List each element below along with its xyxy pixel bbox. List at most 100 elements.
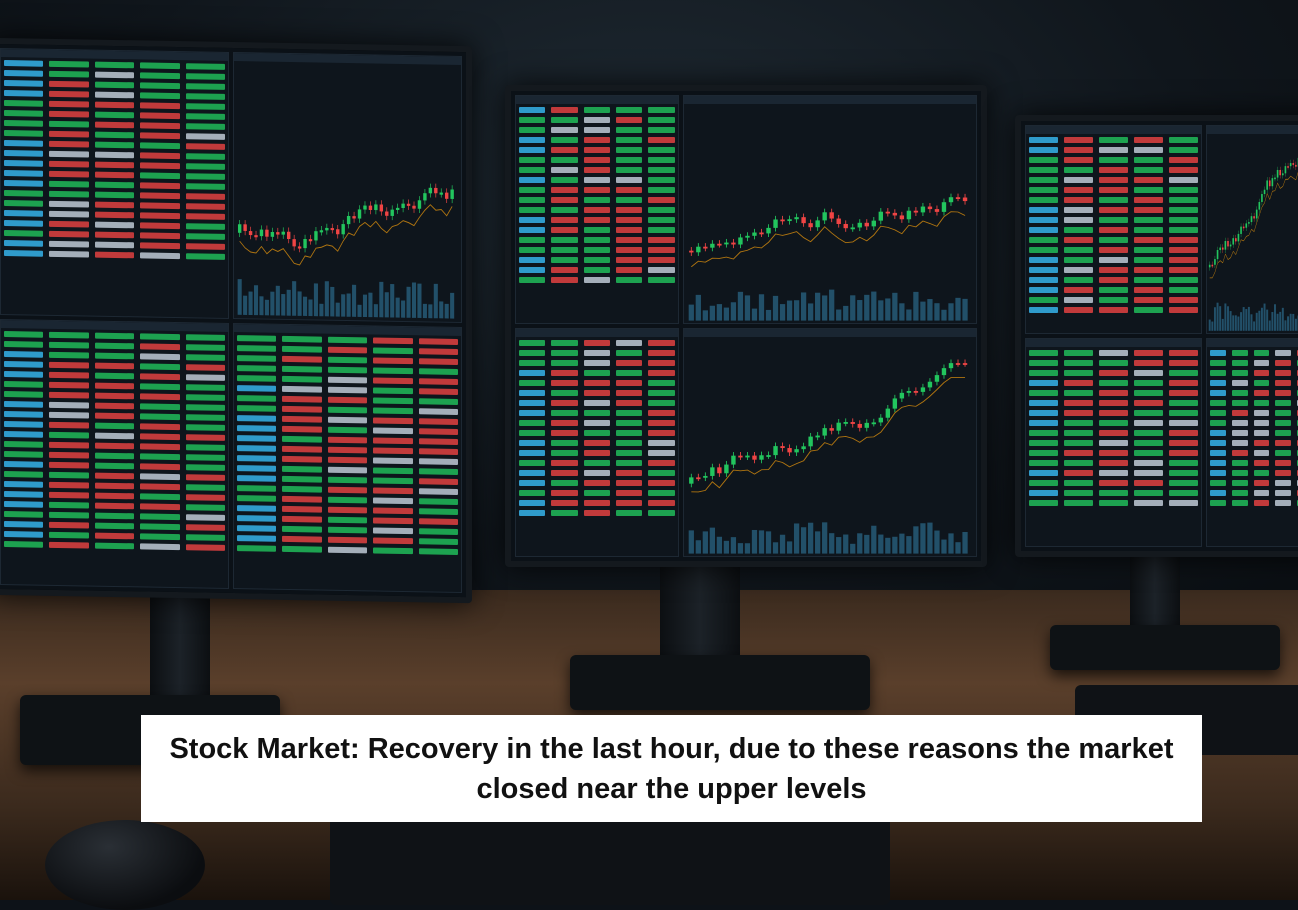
screen-cell [140, 202, 179, 209]
screen-cell [140, 393, 179, 400]
screen-cell [648, 247, 674, 253]
screen-cell [519, 247, 545, 253]
screen-cell [616, 107, 642, 113]
screen-cell [584, 460, 610, 466]
screen-cell [186, 454, 225, 461]
candle-body [857, 424, 861, 428]
screen-cell [4, 341, 43, 348]
candle-body [906, 391, 910, 393]
screen-cell [519, 107, 545, 113]
screen-cell [1210, 450, 1226, 456]
screen-cell [616, 340, 642, 346]
screen-row [1029, 287, 1198, 293]
volume-bar [801, 527, 806, 553]
candle-body [920, 207, 924, 213]
screen-cell [4, 100, 43, 107]
screen-cell [648, 197, 674, 203]
screen-cell [186, 153, 225, 160]
screen-cell [1169, 227, 1198, 233]
candle-body [238, 224, 241, 233]
volume-bar [439, 301, 443, 318]
candle-body [738, 237, 742, 244]
screen-cell [584, 187, 610, 193]
volume-bar [737, 292, 742, 321]
screen-cell [551, 177, 577, 183]
candle-body [1230, 245, 1232, 247]
screen-row [1029, 440, 1198, 446]
screen-cell [186, 193, 225, 200]
candle-body [1280, 170, 1282, 175]
volume-bar [843, 306, 848, 321]
screen-cell [1099, 257, 1128, 263]
screen-cell [1134, 227, 1163, 233]
screen-row [4, 150, 225, 160]
screen-cell [373, 517, 412, 524]
screen-cell [140, 212, 179, 219]
screen-cell [1099, 217, 1128, 223]
screen-cell [95, 122, 134, 129]
volume-bar [709, 528, 714, 554]
screen-cell [584, 400, 610, 406]
screen-cell [95, 432, 134, 439]
screen-cell [140, 463, 179, 470]
screen-cell [282, 485, 321, 492]
volume-bar [892, 537, 897, 554]
screen-cell [1064, 217, 1093, 223]
screen-cell [519, 340, 545, 346]
candle-body [1251, 216, 1253, 222]
volume-bar [336, 303, 340, 317]
screen-cell [1169, 147, 1198, 153]
screen-cell [1210, 370, 1226, 376]
volume-bar [270, 292, 274, 316]
screen-row [1029, 247, 1198, 253]
screen-cell [4, 80, 43, 87]
screen-cell [1099, 277, 1128, 283]
candle-body [696, 247, 700, 253]
screen-cell [551, 340, 577, 346]
volume-bar [1219, 306, 1221, 331]
caption-box: Stock Market: Recovery in the last hour,… [141, 715, 1202, 822]
screen-row [4, 60, 225, 70]
screen-cell [1099, 490, 1128, 496]
screen-cell [328, 396, 367, 403]
screen-cell [140, 523, 179, 530]
volume-bar [885, 298, 890, 320]
screen-cell [237, 435, 276, 442]
candle-body [271, 232, 274, 237]
volume-bar [1251, 314, 1253, 331]
screen-cell [1169, 297, 1198, 303]
candle-body [1235, 238, 1237, 241]
screen-cell [373, 337, 412, 344]
screen-row [519, 370, 675, 376]
volume-bar [1230, 311, 1232, 331]
screen-cell [1254, 370, 1270, 376]
screen-cell [551, 117, 577, 123]
screen-cell [4, 501, 43, 508]
screen-cell [1134, 297, 1163, 303]
screen-cell [1254, 460, 1270, 466]
screen-cell [1169, 207, 1198, 213]
screen-cell [1064, 147, 1093, 153]
screen-cell [1064, 177, 1093, 183]
screen-row [1029, 267, 1198, 273]
screen-cell [1029, 267, 1058, 273]
screen-row [237, 365, 458, 375]
screen-row [519, 157, 675, 163]
screen-cell [49, 191, 88, 198]
screen-cell [584, 207, 610, 213]
screen-row [237, 405, 458, 415]
screen-row [4, 210, 225, 220]
screen-row [4, 411, 225, 421]
volume-bar [878, 300, 883, 320]
right-monitor-base [1050, 625, 1280, 670]
volume-bar [1259, 311, 1261, 331]
screen-cell [419, 348, 458, 355]
secondary-chart-panel [683, 328, 977, 557]
screen-cell [282, 535, 321, 542]
screen-cell [282, 415, 321, 422]
screen-cell [140, 242, 179, 249]
screen-row [4, 100, 225, 110]
screen-cell [1029, 177, 1058, 183]
screen-row [4, 341, 225, 351]
screen-row [237, 535, 458, 545]
